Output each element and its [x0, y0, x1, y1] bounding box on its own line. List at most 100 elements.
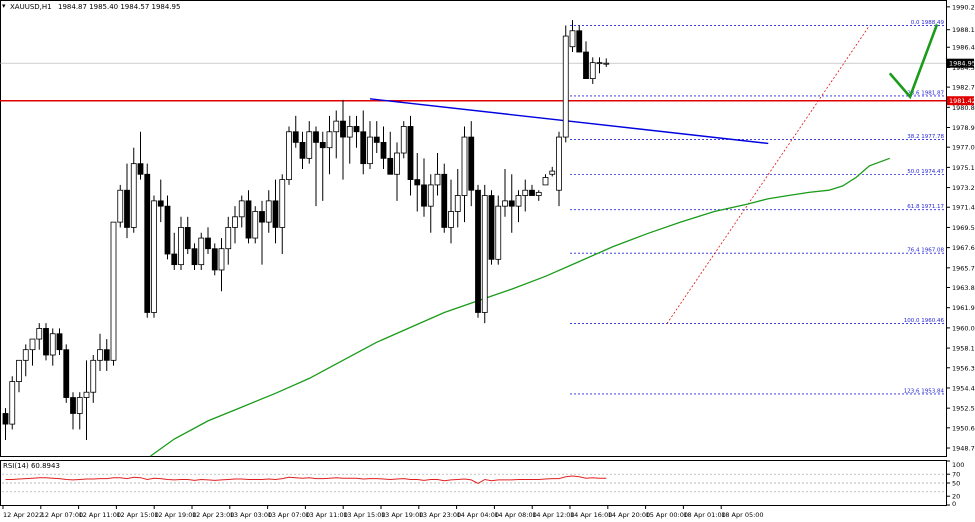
time-tick-label: 13 Apr 03:00 [230, 511, 272, 519]
candle-body-bearish [407, 126, 414, 180]
candle [191, 243, 198, 270]
candle [529, 184, 535, 196]
candle-body-bearish [164, 205, 171, 255]
price-tick-label: 1984.55 [952, 64, 975, 72]
candle [596, 57, 603, 74]
rsi-tick-label: 50 [952, 480, 960, 488]
candle [427, 174, 434, 233]
fib-level-label: 76.4 1967.08 [907, 248, 944, 254]
candle [306, 121, 313, 164]
price-tick-label: 1948.75 [952, 445, 975, 453]
candle [198, 232, 205, 270]
candle [468, 121, 475, 207]
price-tick-label: 1990.25 [952, 3, 975, 11]
candle-body-bearish [137, 163, 144, 175]
rsi-line [5, 475, 607, 484]
candle-body-bearish [245, 200, 252, 239]
candle-body-bullish [495, 205, 502, 260]
candle [495, 195, 502, 265]
bearish-trendline[interactable] [369, 98, 769, 145]
candle-body-bullish [90, 359, 97, 393]
candle [441, 163, 448, 233]
candle-body-bearish [292, 131, 299, 143]
time-tick-label: 14 Apr 16:00 [570, 511, 612, 519]
candle [205, 227, 211, 255]
candle-body-bullish [515, 195, 522, 207]
time-tick-label: 15 Apr 00:00 [646, 511, 688, 519]
candle [333, 110, 340, 159]
fib-level-label: 61.8 1971.17 [907, 204, 944, 210]
candle [16, 359, 22, 393]
candle-body-bullish [569, 30, 576, 48]
window-icon: ▾ [2, 2, 6, 10]
fib-level-label: 23.6 1981.87 [907, 90, 944, 96]
candle [380, 126, 387, 169]
candle-body-bullish [252, 211, 259, 239]
candle-body-bullish [448, 211, 454, 228]
candle [589, 57, 596, 84]
rsi-series [2, 473, 946, 493]
price-tick-label: 1961.95 [952, 304, 975, 312]
candle-body-bullish [434, 173, 441, 186]
candle-body-bullish [97, 349, 103, 361]
time-tick-label: 12 Apr 11:00 [79, 511, 121, 519]
fibonacci-retracement[interactable]: 0.0 1988.49 23.6 1981.87 38.2 1977.78 50.0 … [570, 20, 946, 394]
fib-level-label: 38.2 1977.78 [907, 134, 944, 140]
candle-body-bearish [70, 397, 76, 414]
candle-body-bearish [360, 131, 367, 165]
resistance-price-label-text: 1981.42 [949, 97, 975, 105]
candle-body-bullish [535, 191, 542, 196]
candle [556, 131, 562, 207]
price-tick-label: 1978.90 [952, 124, 975, 132]
candle-body-bearish [191, 248, 198, 266]
candle [535, 190, 542, 201]
candle [9, 376, 16, 430]
current-price-label: 1984.95 [947, 58, 975, 68]
candle-body-bullish [16, 359, 22, 382]
candle-body-bullish [454, 195, 461, 212]
projection-arrow [888, 23, 939, 100]
candle [259, 200, 265, 265]
candle-body-bullish [326, 131, 333, 149]
candle-body-bearish [184, 227, 191, 250]
time-tick-label: 14 Apr 08:00 [494, 511, 536, 519]
candle [367, 121, 373, 169]
time-tick-label: 13 Apr 07:00 [268, 511, 310, 519]
time-tick-label: 13 Apr 15:00 [343, 511, 385, 519]
candle [319, 131, 326, 201]
rsi-tick-label: 70 [952, 471, 960, 479]
candle [232, 206, 238, 244]
price-tick-label: 1952.50 [952, 405, 975, 413]
candle [313, 126, 319, 207]
price-tick-label: 1977.05 [952, 144, 975, 152]
candle-body-bearish [313, 131, 319, 143]
candle [603, 58, 610, 67]
time-tick-label: 12 Apr 15:00 [116, 511, 158, 519]
fib-anchor-line[interactable] [666, 25, 870, 324]
candle-body-bullish [502, 200, 508, 207]
candle [326, 115, 333, 175]
time-tick-label: 12 Apr 19:00 [154, 511, 196, 519]
candle-body-bullish [238, 200, 245, 218]
fib-level-label: 50.0 1974.47 [907, 169, 944, 175]
candle-body-bullish [225, 227, 232, 250]
candle-body-bullish [198, 237, 205, 266]
trendline-layer[interactable] [0, 62, 946, 145]
candle-body-bearish [299, 141, 306, 159]
candle [49, 328, 56, 366]
candle-body-bullish [265, 200, 272, 223]
candle-body-bullish [394, 152, 400, 175]
candle-body-bearish [576, 30, 583, 53]
candle-body-bullish [151, 200, 157, 313]
candle-body-bullish [596, 62, 603, 65]
candle [373, 121, 380, 154]
current-price-label-text: 1984.95 [949, 60, 975, 68]
candle-body-bullish [218, 248, 225, 271]
candle-body-bearish [205, 237, 211, 250]
candle [407, 115, 414, 196]
candle-body-bearish [103, 349, 110, 361]
time-tick-label: 13 Apr 11:00 [305, 511, 347, 519]
candle [238, 195, 245, 228]
candle-body-bearish [272, 200, 279, 228]
candle [22, 344, 29, 377]
